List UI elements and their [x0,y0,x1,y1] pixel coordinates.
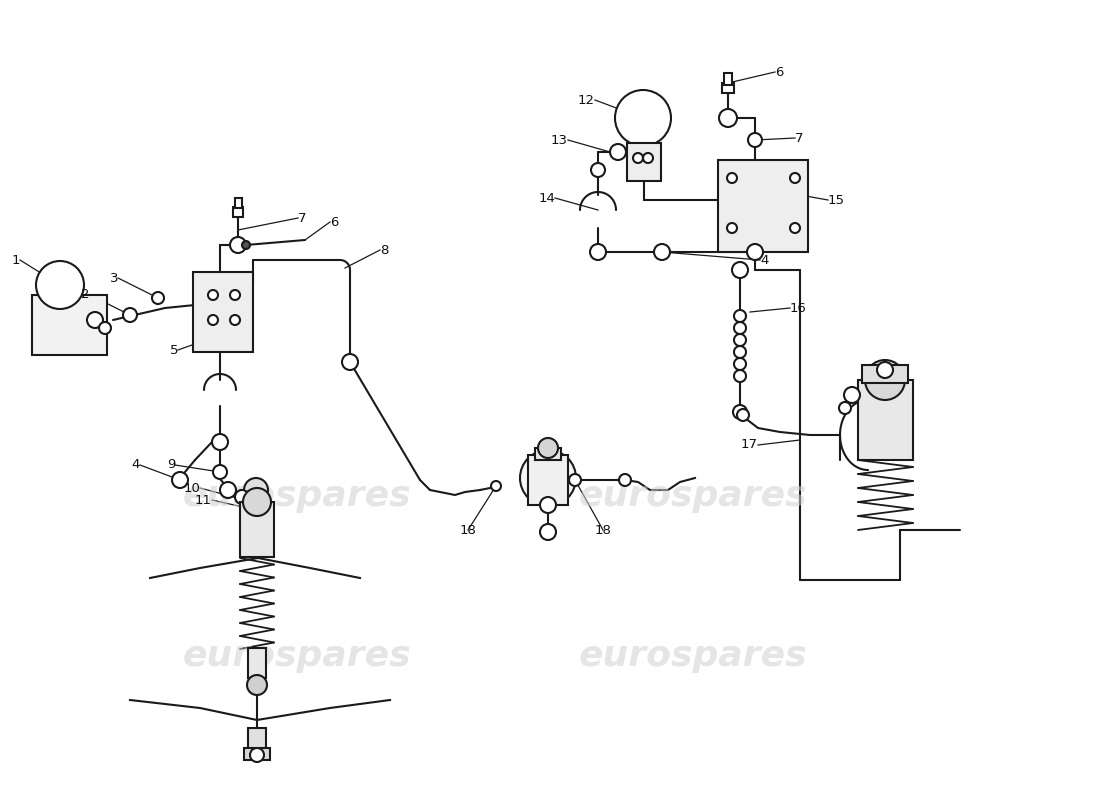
Circle shape [491,481,501,491]
Circle shape [342,354,358,370]
Text: 6: 6 [330,215,339,229]
Circle shape [727,173,737,183]
Circle shape [36,261,84,309]
Circle shape [737,409,749,421]
Bar [233,207,243,217]
Circle shape [619,474,631,486]
Circle shape [87,312,103,328]
Bar [718,160,808,252]
Text: eurospares: eurospares [579,639,807,673]
Bar [240,502,274,557]
Text: 8: 8 [379,243,388,257]
Circle shape [248,675,267,695]
Circle shape [790,223,800,233]
Circle shape [727,223,737,233]
Circle shape [610,144,626,160]
Circle shape [212,434,228,450]
Circle shape [243,488,271,516]
Text: 5: 5 [169,343,178,357]
Text: 14: 14 [538,191,556,205]
Text: 7: 7 [795,131,803,145]
Bar [722,83,734,93]
Circle shape [747,244,763,260]
Circle shape [790,173,800,183]
Bar [858,380,913,460]
Circle shape [654,244,670,260]
Text: 4: 4 [132,458,140,471]
Bar [248,728,266,750]
Circle shape [877,362,893,378]
Circle shape [569,474,581,486]
Circle shape [230,315,240,325]
Bar [244,748,270,760]
Circle shape [220,482,236,498]
Text: 6: 6 [776,66,783,78]
Circle shape [733,405,747,419]
Circle shape [123,308,138,322]
Circle shape [538,438,558,458]
Circle shape [99,322,111,334]
Bar [535,448,561,460]
Circle shape [208,290,218,300]
Circle shape [591,163,605,177]
Circle shape [172,472,188,488]
Circle shape [208,315,218,325]
Text: 13: 13 [551,134,568,146]
Circle shape [152,292,164,304]
Circle shape [844,387,860,403]
Circle shape [540,524,556,540]
Text: 4: 4 [760,254,769,266]
Circle shape [615,90,671,146]
Text: 18: 18 [595,523,612,537]
Bar [528,455,568,505]
Circle shape [213,465,227,479]
Circle shape [644,153,653,163]
Circle shape [865,360,905,400]
Bar [248,648,266,678]
Circle shape [244,499,256,511]
Text: 11: 11 [195,494,212,506]
Circle shape [520,450,576,506]
Circle shape [230,237,246,253]
Circle shape [839,402,851,414]
Circle shape [242,241,250,249]
Bar [235,198,242,208]
Text: 1: 1 [11,254,20,266]
Circle shape [250,748,264,762]
Text: 7: 7 [298,211,307,225]
Text: eurospares: eurospares [183,639,411,673]
Circle shape [244,478,268,502]
Text: 15: 15 [828,194,845,206]
Circle shape [590,244,606,260]
Circle shape [230,290,240,300]
Bar [724,73,732,85]
Text: 3: 3 [110,271,118,285]
Circle shape [732,262,748,278]
Text: 16: 16 [790,302,807,314]
Bar [32,295,107,355]
Circle shape [540,497,556,513]
Text: eurospares: eurospares [579,479,807,513]
Text: 12: 12 [578,94,595,106]
Bar [862,365,907,383]
Circle shape [748,133,762,147]
Bar [192,272,253,352]
Text: 9: 9 [166,458,175,471]
Circle shape [719,109,737,127]
Text: 18: 18 [460,523,476,537]
Circle shape [235,490,249,504]
Text: 2: 2 [81,289,90,302]
Text: eurospares: eurospares [183,479,411,513]
Text: 10: 10 [183,482,200,494]
Circle shape [632,153,644,163]
Bar [627,143,661,181]
Text: 17: 17 [741,438,758,451]
